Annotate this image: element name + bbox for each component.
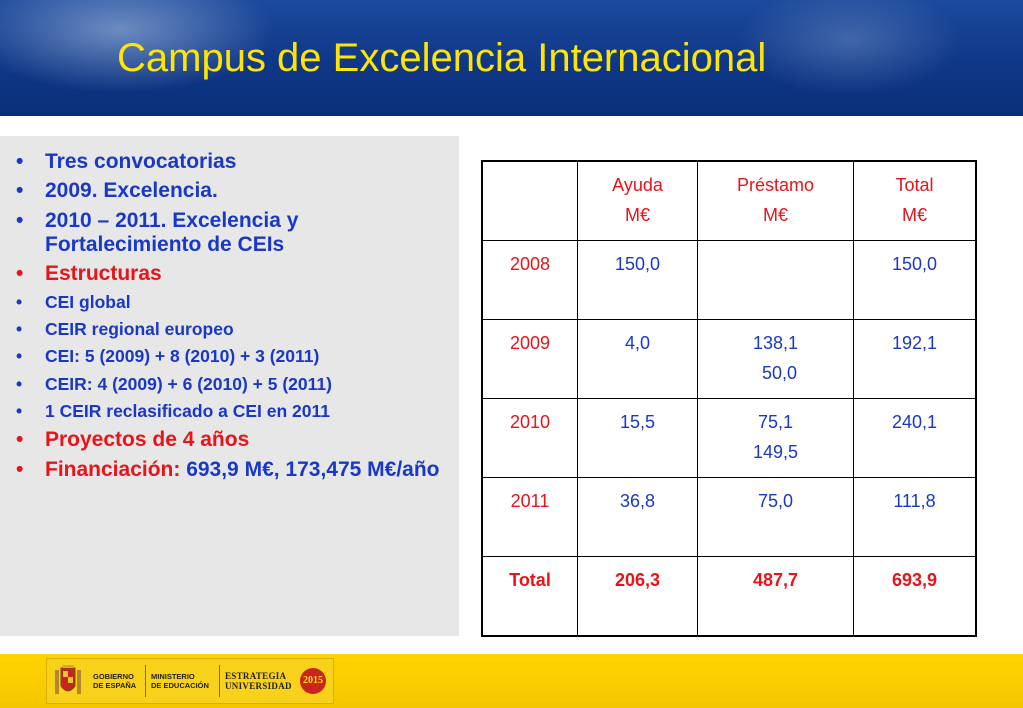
- totals-label-cell: Total: [481, 556, 578, 637]
- prestamo-cell: 75,1 149,5: [697, 398, 854, 478]
- header-cell: [481, 160, 578, 241]
- bullet-item: • CEIR regional europeo: [16, 319, 234, 340]
- institutional-logos: GOBIERNO DE ESPAÑA MINISTERIO DE EDUCACIÓN…: [46, 658, 334, 704]
- bullet-dot: •: [16, 400, 23, 421]
- bullet-item: • CEI global: [16, 291, 131, 312]
- gobierno-logo-text: GOBIERNO DE ESPAÑA: [93, 672, 137, 690]
- total-cell: 240,1: [853, 398, 977, 478]
- totals-prestamo-cell: 487,7: [697, 556, 854, 637]
- financing-amount: 693,9 M€, 173,475 M€/año: [186, 457, 440, 481]
- bullet-dot: •: [16, 150, 24, 173]
- coat-of-arms-icon: [55, 665, 81, 694]
- table-totals-row: Total 206,3 487,7 693,9: [481, 556, 977, 637]
- bullet-item: • CEIR: 4 (2009) + 6 (2010) + 5 (2011): [16, 373, 332, 394]
- total-cell: 192,1: [853, 319, 977, 399]
- total-cell: 150,0: [853, 240, 977, 320]
- prestamo-cell: [697, 240, 854, 320]
- year-cell: 2011: [481, 477, 578, 557]
- year-cell: 2009: [481, 319, 578, 399]
- logo-separator: [219, 665, 220, 697]
- bullet-dot: •: [16, 291, 23, 312]
- bullet-item: • CEI: 5 (2009) + 8 (2010) + 3 (2011): [16, 346, 320, 367]
- bullet-dot: •: [16, 319, 23, 340]
- header-cell-prestamo: Préstamo M€: [697, 160, 854, 241]
- estrategia-logo-text: ESTRATEGIA UNIVERSIDAD: [225, 671, 292, 691]
- ayuda-cell: 4,0: [577, 319, 698, 399]
- bullet-item: • 2009. Excelencia.: [16, 179, 218, 203]
- bullet-dot: •: [16, 262, 24, 286]
- table-header-row: Ayuda M€ Préstamo M€ Total M€: [481, 160, 977, 241]
- ayuda-cell: 15,5: [577, 398, 698, 478]
- header-divider: [0, 116, 1023, 119]
- bullet-dot: •: [16, 457, 24, 481]
- totals-total-cell: 693,9: [853, 556, 977, 637]
- year-badge: 2015: [300, 668, 326, 694]
- totals-ayuda-cell: 206,3: [577, 556, 698, 637]
- bullet-list: • Tres convocatorias • 2009. Excelencia. •…: [16, 150, 451, 487]
- bullet-item: • Tres convocatorias: [16, 150, 237, 173]
- bullet-item: • Proyectos de 4 años: [16, 428, 250, 452]
- ayuda-cell: 150,0: [577, 240, 698, 320]
- header-cell-total: Total M€: [853, 160, 977, 241]
- year-cell: 2010: [481, 398, 578, 478]
- table-row: 2011 36,8 75,0 111,8: [481, 477, 977, 557]
- bullet-item: • 1 CEIR reclasificado a CEI en 2011: [16, 400, 331, 421]
- bullet-dot: •: [16, 373, 23, 394]
- slide-footer: GOBIERNO DE ESPAÑA MINISTERIO DE EDUCACIÓN…: [0, 654, 1023, 708]
- bullet-dot: •: [16, 208, 24, 232]
- total-cell: 111,8: [853, 477, 977, 557]
- table-row: 2010 15,5 75,1 149,5 240,1: [481, 398, 977, 478]
- bullet-item: • Financiación: 693,9 M€, 173,475 M€/año: [16, 457, 440, 481]
- slide-title: Campus de Excelencia Internacional: [117, 36, 767, 80]
- prestamo-cell: 138,1 50,0: [697, 319, 854, 399]
- ayuda-cell: 36,8: [577, 477, 698, 557]
- bullet-item: • Estructuras: [16, 262, 162, 286]
- table-row: 2008 150,0 150,0: [481, 240, 977, 320]
- logo-separator: [145, 665, 146, 697]
- bullet-dot: •: [16, 179, 24, 203]
- bullet-item: • 2010 – 2011. Excelencia y Fortalecimien…: [16, 208, 299, 257]
- header-cell-ayuda: Ayuda M€: [577, 160, 698, 241]
- prestamo-cell: 75,0: [697, 477, 854, 557]
- slide-header: Campus de Excelencia Internacional: [0, 0, 1023, 116]
- funding-table: Ayuda M€ Préstamo M€ Total M€ 2008 150,0 15…: [481, 160, 977, 637]
- year-cell: 2008: [481, 240, 578, 320]
- bullet-panel: • Tres convocatorias • 2009. Excelencia. •…: [0, 136, 459, 636]
- ministerio-logo-text: MINISTERIO DE EDUCACIÓN: [151, 672, 209, 690]
- table-row: 2009 4,0 138,1 50,0 192,1: [481, 319, 977, 399]
- bullet-dot: •: [16, 346, 23, 367]
- bullet-dot: •: [16, 428, 24, 452]
